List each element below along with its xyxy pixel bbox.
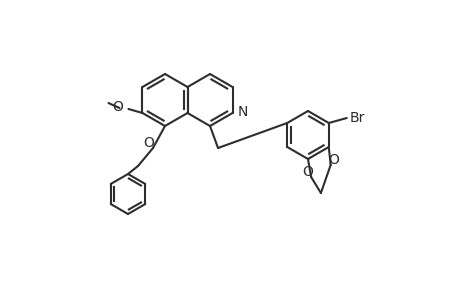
Text: O: O [143,136,154,150]
Text: O: O [302,165,313,179]
Text: O: O [328,153,338,167]
Text: O: O [112,100,123,114]
Text: Br: Br [349,111,364,125]
Text: N: N [237,105,247,119]
